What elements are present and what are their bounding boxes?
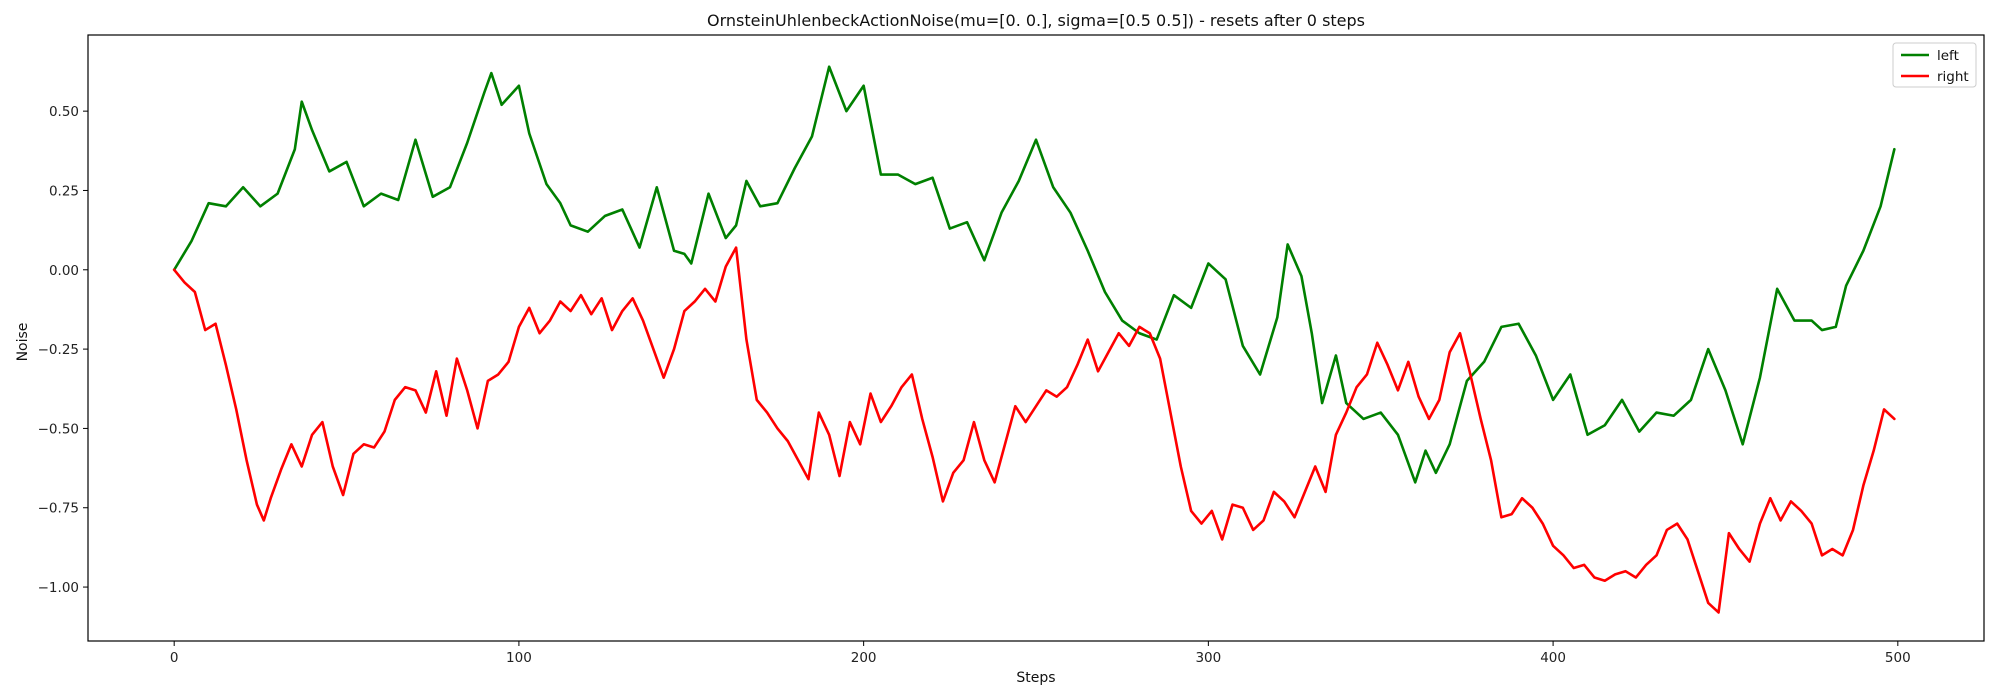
legend-label-right: right xyxy=(1937,69,1969,85)
y-tick-label: 0.50 xyxy=(49,104,79,120)
y-tick-label: 0.00 xyxy=(49,263,79,279)
y-tick-label: −1.00 xyxy=(38,580,79,596)
chart-title: OrnsteinUhlenbeckActionNoise(mu=[0. 0.],… xyxy=(707,11,1365,30)
y-tick-label: −0.75 xyxy=(38,501,79,517)
y-axis: −1.00 −0.75 −0.50 −0.25 0.00 0.25 0.50 xyxy=(38,104,88,596)
y-axis-label: Noise xyxy=(15,323,31,362)
x-tick-label: 0 xyxy=(170,650,179,666)
y-tick-label: −0.25 xyxy=(38,342,79,358)
x-axis: 0 100 200 300 400 500 xyxy=(170,641,1911,666)
series-line-right xyxy=(172,246,1896,614)
x-axis-label: Steps xyxy=(1016,670,1055,686)
x-tick-label: 100 xyxy=(506,650,532,666)
x-tick-label: 300 xyxy=(1195,650,1221,666)
x-tick-label: 500 xyxy=(1885,650,1911,666)
series-line-left xyxy=(172,65,1896,484)
legend-label-left: left xyxy=(1937,48,1959,64)
y-tick-label: −0.50 xyxy=(38,421,79,437)
x-tick-label: 200 xyxy=(851,650,877,666)
y-tick-label: 0.25 xyxy=(49,183,79,199)
plot-frame xyxy=(87,34,1985,642)
legend: left right xyxy=(1892,42,1977,88)
x-tick-label: 400 xyxy=(1540,650,1566,666)
series-layer xyxy=(172,65,1896,614)
